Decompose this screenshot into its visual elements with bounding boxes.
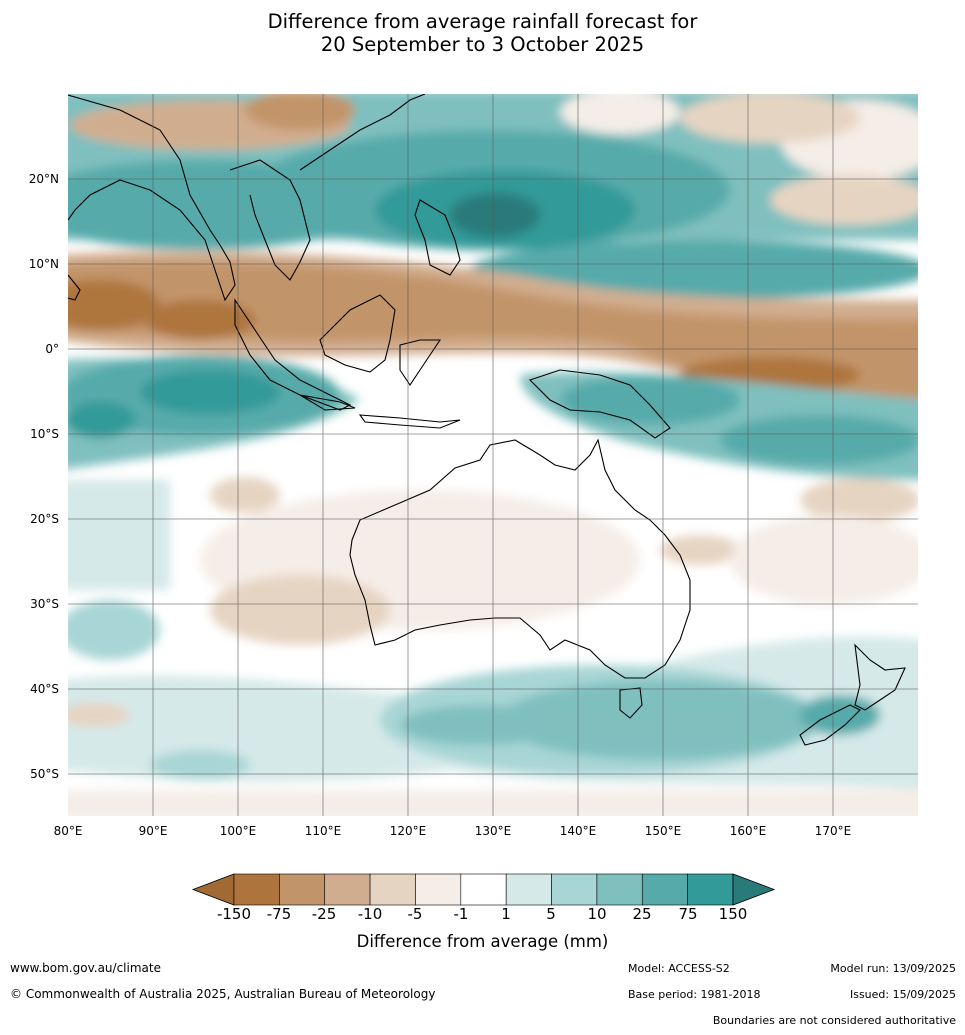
colorbar-tick: -75 — [266, 905, 292, 923]
lat-label: 10°S — [30, 427, 59, 441]
colorbar-tick: 5 — [546, 905, 556, 923]
colorbar-segment — [551, 873, 598, 906]
map-title: Difference from average rainfall forecas… — [0, 10, 965, 56]
colorbar-tick: 25 — [632, 905, 652, 923]
colorbar-segment — [641, 873, 688, 906]
colorbar-segment — [505, 873, 552, 906]
colorbar-segment — [687, 873, 734, 906]
lon-label: 160°E — [730, 824, 767, 838]
colorbar-tick: 150 — [718, 905, 748, 923]
issued-date: Issued: 15/09/2025 — [849, 988, 956, 1001]
lat-label: 20°N — [29, 172, 59, 186]
website-link[interactable]: www.bom.gov.au/climate — [10, 961, 161, 975]
lat-label: 20°S — [30, 512, 59, 526]
colorbar-tick: -25 — [311, 905, 337, 923]
lon-label: 150°E — [645, 824, 682, 838]
coastlines — [68, 94, 906, 746]
colorbar — [191, 873, 776, 906]
model-run: Model run: 13/09/2025 — [830, 962, 956, 975]
lon-label: 80°E — [54, 824, 83, 838]
lat-label: 10°N — [29, 257, 59, 271]
colorbar-segment — [415, 873, 462, 906]
copyright-text: © Commonwealth of Australia 2025, Austra… — [10, 987, 436, 1001]
model-name: Model: ACCESS-S2 — [628, 962, 730, 975]
colorbar-segment — [279, 873, 326, 906]
lat-label: 50°S — [30, 767, 59, 781]
latitude-labels: 20°N 10°N 0° 10°S 20°S 30°S 40°S 50°S — [29, 172, 59, 781]
lat-label: 40°S — [30, 682, 59, 696]
graticule — [68, 94, 918, 816]
colorbar-segment — [460, 873, 507, 906]
lat-label: 0° — [45, 342, 59, 356]
colorbar-segment — [324, 873, 371, 906]
lon-label: 120°E — [390, 824, 427, 838]
base-period: Base period: 1981-2018 — [628, 988, 761, 1001]
colorbar-segment — [369, 873, 416, 906]
colorbar-segment — [596, 873, 643, 906]
colorbar-title: Difference from average (mm) — [356, 932, 609, 951]
colorbar-tick: 75 — [678, 905, 698, 923]
colorbar-segment — [233, 873, 280, 906]
colorbar-tick: -5 — [407, 905, 423, 923]
longitude-labels: 80°E 90°E 100°E 110°E 120°E 130°E 140°E … — [54, 824, 852, 838]
colorbar-tick: -10 — [357, 905, 383, 923]
lon-label: 110°E — [305, 824, 342, 838]
lon-label: 100°E — [220, 824, 257, 838]
colorbar-extend-min — [191, 873, 235, 906]
anomaly-field — [68, 94, 918, 816]
colorbar-tick: 10 — [587, 905, 607, 923]
colorbar-tick: -1 — [453, 905, 469, 923]
colorbar-extend-max — [732, 873, 776, 906]
lon-label: 90°E — [139, 824, 168, 838]
title-line-2: 20 September to 3 October 2025 — [320, 33, 645, 56]
lon-label: 140°E — [560, 824, 597, 838]
boundaries-disclaimer: Boundaries are not considered authoritat… — [712, 1014, 956, 1027]
lon-label: 130°E — [475, 824, 512, 838]
lon-label: 170°E — [815, 824, 852, 838]
lat-label: 30°S — [30, 597, 59, 611]
colorbar-tick: -150 — [216, 905, 252, 923]
colorbar-tick: 1 — [501, 905, 511, 923]
title-line-1: Difference from average rainfall forecas… — [267, 10, 698, 33]
